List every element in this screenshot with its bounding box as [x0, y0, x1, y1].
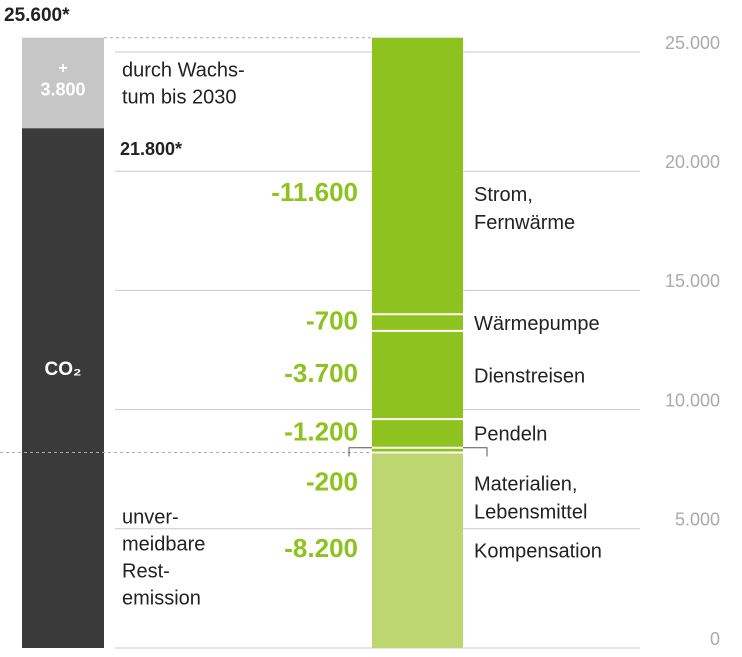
- category-label: Lebensmittel: [474, 502, 587, 524]
- value-label: -3.700: [284, 358, 358, 388]
- category-label: Dienstreisen: [474, 365, 585, 387]
- baseline-label: 21.800*: [120, 139, 182, 159]
- segment: [372, 419, 463, 448]
- category-label: Pendeln: [474, 424, 547, 446]
- co2-label: CO₂: [45, 359, 82, 380]
- residual-text: emission: [122, 587, 201, 609]
- y-tick-label: 0: [710, 629, 720, 649]
- y-tick-label: 15.000: [665, 271, 720, 291]
- y-tick-label: 20.000: [665, 152, 720, 172]
- residual-text: unver-: [122, 506, 179, 528]
- growth-sign: +: [58, 60, 67, 77]
- category-label: Wärmepumpe: [474, 313, 600, 335]
- value-label: -200: [306, 466, 358, 496]
- residual-text: Rest-: [122, 560, 170, 582]
- bracket: [348, 447, 488, 457]
- total-label: 25.600*: [4, 5, 70, 26]
- emission-bar: [22, 128, 104, 649]
- category-label: Kompensation: [474, 541, 602, 563]
- segment: [372, 452, 463, 648]
- value-label: -11.600: [271, 177, 358, 207]
- residual-text: meidbare: [122, 533, 205, 555]
- category-label: Materialien,: [474, 474, 577, 496]
- segment: [372, 447, 463, 453]
- growth-value: 3.800: [40, 80, 85, 100]
- y-tick-label: 25.000: [665, 33, 720, 53]
- growth-text: tum bis 2030: [122, 86, 237, 108]
- segment: [372, 37, 463, 315]
- value-label: -8.200: [284, 533, 358, 563]
- growth-bar: [22, 37, 104, 129]
- segment: [372, 314, 463, 331]
- growth-text: durch Wachs-: [122, 59, 245, 81]
- y-tick-label: 5.000: [675, 510, 720, 530]
- y-tick-label: 10.000: [665, 390, 720, 410]
- segment: [372, 330, 463, 420]
- category-label: Strom,: [474, 184, 533, 206]
- value-label: -1.200: [284, 416, 358, 446]
- category-label: Fernwärme: [474, 212, 575, 234]
- value-label: -700: [306, 305, 358, 335]
